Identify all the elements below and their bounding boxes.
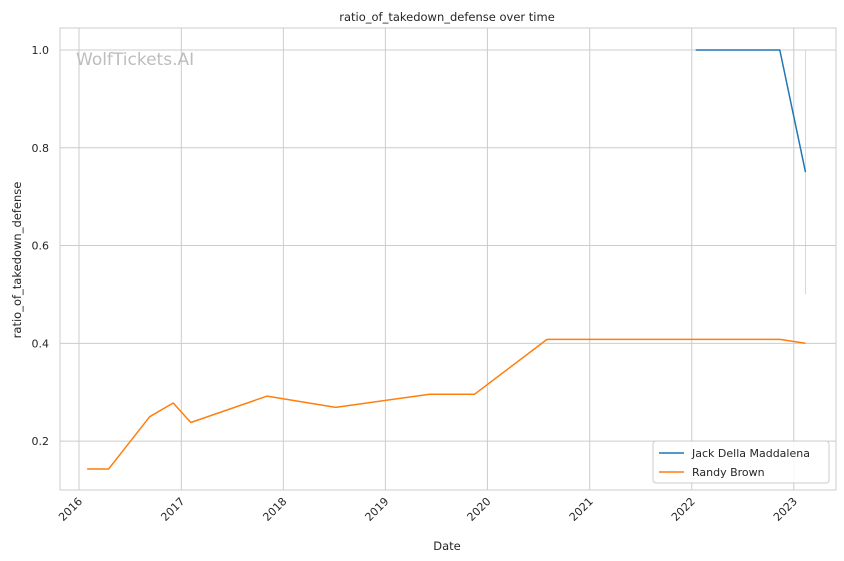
chart-title: ratio_of_takedown_defense over time <box>339 10 555 24</box>
series-line-randy-brown <box>87 338 806 470</box>
series-line-jack-della-maddalena <box>695 49 807 173</box>
x-axis-ticks: 2016 2017 2018 2019 2020 2021 2022 2023 <box>56 495 800 524</box>
x-tick-label: 2022 <box>669 495 698 524</box>
x-tick-label: 2019 <box>363 495 392 524</box>
x-tick-label: 2021 <box>567 495 596 524</box>
x-tick-label: 2018 <box>260 495 289 524</box>
x-axis-title: Date <box>433 539 461 553</box>
y-tick-label: 0.8 <box>32 142 50 155</box>
x-tick-label: 2020 <box>465 495 494 524</box>
legend-label: Randy Brown <box>692 466 765 479</box>
plot-frame <box>59 27 837 491</box>
y-tick-label: 0.2 <box>32 435 50 448</box>
y-tick-label: 1.0 <box>32 44 50 57</box>
legend: Jack Della Maddalena Randy Brown <box>652 440 830 484</box>
y-axis-title: ratio_of_takedown_defense <box>10 182 24 339</box>
legend-label: Jack Della Maddalena <box>691 447 810 460</box>
y-tick-label: 0.4 <box>32 337 50 350</box>
y-axis-ticks: 0.2 0.4 0.6 0.8 1.0 <box>32 44 50 448</box>
x-tick-label: 2017 <box>158 495 187 524</box>
y-tick-label: 0.6 <box>32 240 50 253</box>
grid <box>60 28 836 490</box>
watermark: WolfTickets.AI <box>76 50 194 70</box>
series-layer <box>87 49 807 470</box>
legend-box <box>652 440 830 484</box>
x-tick-label: 2016 <box>56 495 85 524</box>
x-tick-label: 2023 <box>771 495 800 524</box>
